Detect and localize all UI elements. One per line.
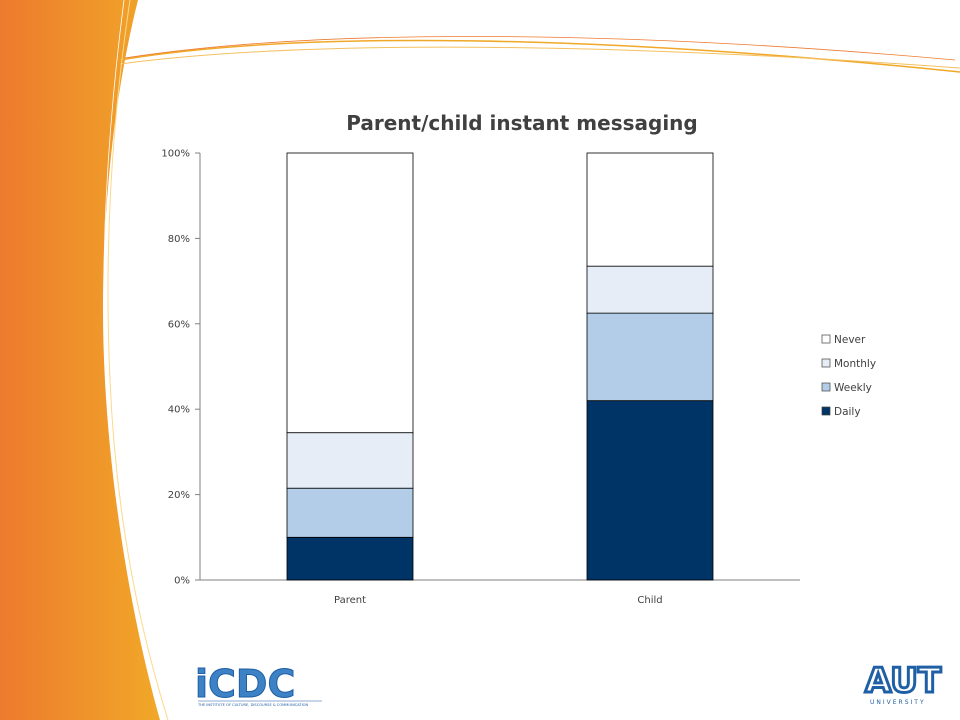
y-tick-label: 80%: [168, 234, 190, 245]
legend-label-monthly: Monthly: [834, 358, 876, 370]
aut-logo-text: AUT: [865, 661, 942, 701]
bar-weekly-child: [586, 312, 714, 402]
aut-logo: AUT UNIVERSITY: [864, 660, 944, 707]
bar-daily-child: [586, 400, 714, 581]
x-tick-label: Parent: [334, 595, 366, 606]
legend-swatch-daily: [821, 406, 831, 416]
legend-swatch-never: [821, 334, 831, 344]
legend-swatch-monthly: [821, 358, 831, 368]
bar-weekly-parent: [286, 487, 414, 538]
bar-never-parent: [286, 152, 414, 434]
bar-never-child: [586, 152, 714, 267]
y-tick-label: 0%: [174, 576, 190, 587]
chart-title: Parent/child instant messaging: [346, 111, 698, 135]
icdc-logo: iCDC THE INSTITUTE OF CULTURE, DISCOURSE…: [195, 662, 322, 707]
x-tick-label: Child: [637, 595, 662, 606]
swoosh-line: [103, 0, 125, 391]
bar-monthly-child: [586, 265, 714, 314]
y-tick-label: 60%: [168, 319, 190, 330]
icdc-logo-caption: THE INSTITUTE OF CULTURE, DISCOURSE & CO…: [197, 703, 308, 707]
legend-label-weekly: Weekly: [834, 382, 872, 394]
orange-side-band: [0, 0, 160, 720]
aut-logo-caption: UNIVERSITY: [870, 699, 926, 706]
y-tick-label: 100%: [161, 149, 190, 160]
legend-label-daily: Daily: [834, 406, 861, 418]
icdc-logo-text: iCDC: [195, 662, 295, 706]
swoosh-line: [107, 0, 169, 720]
swoosh-line: [124, 36, 956, 61]
y-tick-label: 40%: [168, 405, 190, 416]
bar-daily-parent: [286, 536, 414, 581]
bar-monthly-parent: [286, 432, 414, 489]
y-tick-label: 20%: [168, 490, 190, 501]
swoosh-line: [119, 46, 960, 69]
legend-swatch-weekly: [821, 382, 831, 392]
legend-label-never: Never: [834, 334, 866, 346]
